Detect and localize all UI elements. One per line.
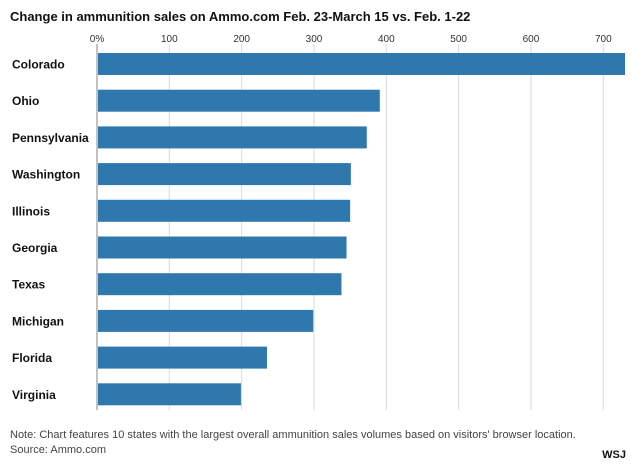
category-label: Virginia [12,388,56,402]
chart-title: Change in ammunition sales on Ammo.com F… [10,9,471,24]
category-label: Texas [12,278,45,292]
chart-source: Source: Ammo.com [10,444,106,456]
category-label: Georgia [12,241,58,255]
category-label: Illinois [12,204,50,218]
bar-michigan [98,309,314,332]
category-label: Ohio [12,94,39,108]
bar-washington [98,163,351,186]
chart-note: Note: Chart features 10 states with the … [10,429,576,441]
category-label: Michigan [12,314,64,328]
bar-florida [98,346,267,369]
bar-pennsylvania [98,126,367,149]
x-tick-label: 500 [450,34,467,45]
tick-label-layer: 0% 100 200 300 400 500 600 700 [90,34,612,45]
chart-footer: Note: Chart features 10 states with the … [10,428,576,458]
x-tick-label: 600 [523,34,540,45]
x-tick-label: 200 [233,34,250,45]
bar-chart: 0% 100 200 300 400 500 600 700 Colorado Ohio Penn… [12,34,625,410]
category-label: Colorado [12,58,65,72]
bar-virginia [98,383,241,406]
bar-texas [98,273,342,296]
category-label-layer: Colorado Ohio Pennsylvania Washington Illino… [12,58,89,402]
x-tick-label: 300 [306,34,323,45]
x-tick-label: 700 [595,34,612,45]
bar-illinois [98,199,351,222]
bar-layer [98,53,625,406]
category-label: Florida [12,351,52,365]
wsj-logo: WSJ [602,449,626,461]
bar-colorado [98,53,625,75]
category-label: Washington [12,168,80,182]
category-label: Pennsylvania [12,131,89,145]
x-tick-label: 100 [161,34,178,45]
x-tick-label: 0% [90,34,105,45]
x-tick-label: 400 [378,34,395,45]
bar-ohio [98,89,380,112]
bar-georgia [98,236,347,259]
